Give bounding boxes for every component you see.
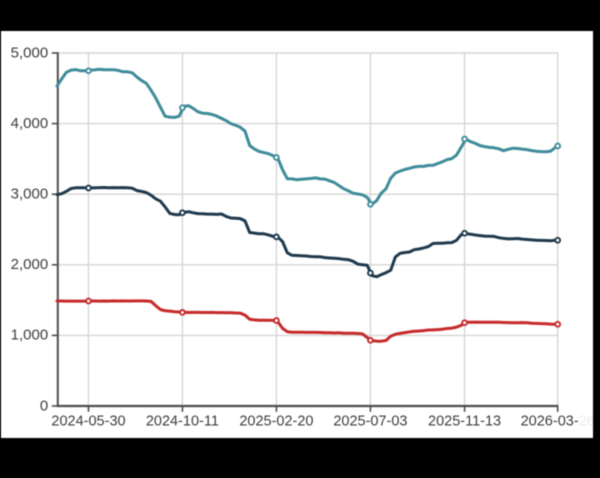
svg-text:2025-11-13: 2025-11-13: [428, 413, 501, 429]
svg-text:2025-02-20: 2025-02-20: [239, 413, 313, 429]
svg-text:2025-07-03: 2025-07-03: [333, 413, 407, 429]
svg-text:0: 0: [40, 397, 48, 414]
svg-text:4,000: 4,000: [11, 115, 49, 132]
svg-text:2024-10-11: 2024-10-11: [146, 413, 219, 429]
svg-text:2026-03-26: 2026-03-26: [521, 413, 595, 429]
svg-text:2,000: 2,000: [11, 256, 49, 273]
svg-text:5,000: 5,000: [11, 44, 49, 61]
svg-text:3,000: 3,000: [11, 186, 49, 203]
svg-text:1,000: 1,000: [11, 327, 49, 344]
svg-text:2024-05-30: 2024-05-30: [51, 413, 125, 429]
